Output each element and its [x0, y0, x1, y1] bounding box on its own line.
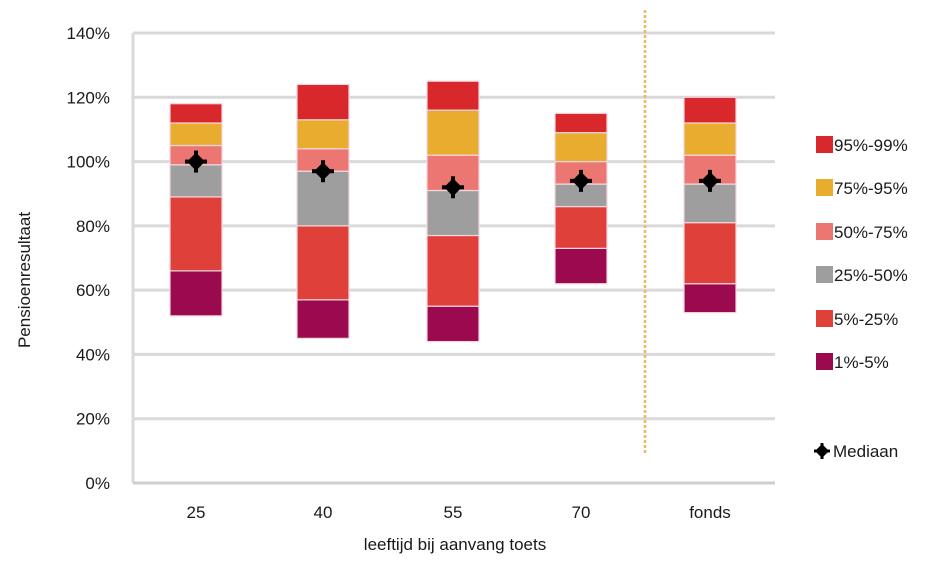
bar-segment-5-25 — [683, 222, 737, 285]
y-tick-label: 20% — [76, 410, 110, 429]
x-axis-title: leeftijd bij aanvang toets — [364, 535, 546, 554]
bar-segment-1-5 — [169, 270, 223, 317]
legend-swatch — [816, 136, 833, 153]
legend-label: 95%-99% — [834, 136, 908, 155]
axes — [131, 10, 775, 485]
bar-segment-5-25 — [296, 225, 350, 301]
bar-segment-1-5 — [426, 305, 480, 343]
legend-label: 50%-75% — [834, 223, 908, 242]
median-markers — [185, 150, 721, 199]
bar-segment-75-95 — [296, 119, 350, 150]
legend-median-marker-h — [814, 449, 830, 453]
bar-segment-95-99 — [683, 96, 737, 124]
bar-segment-95-99 — [554, 112, 608, 134]
legend-swatch — [816, 353, 833, 370]
legend-swatch — [816, 266, 833, 283]
y-tick-label: 100% — [67, 153, 110, 172]
median-marker-h — [312, 169, 334, 174]
x-tick-label: 70 — [572, 503, 591, 522]
tick-labels: 0% 20% 40% 60% 80% 100% 120% 140% 25 40 55 70 fonds — [67, 24, 731, 522]
bar-segment-1-5 — [296, 299, 350, 339]
bar-segment-1-5 — [683, 283, 737, 314]
x-tick-label: 40 — [314, 503, 333, 522]
bar-segment-95-99 — [296, 83, 350, 121]
bar-segment-5-25 — [426, 234, 480, 307]
bar-segment-5-25 — [169, 196, 223, 272]
median-marker-h — [185, 159, 207, 164]
legend-label: 1%-5% — [834, 353, 889, 372]
legend-swatch — [816, 310, 833, 327]
y-tick-label: 120% — [67, 88, 110, 107]
y-axis-title: Pensioenresultaat — [15, 212, 34, 348]
y-tick-label: 40% — [76, 345, 110, 364]
median-marker-h — [699, 178, 721, 183]
y-tick-label: 0% — [85, 474, 110, 493]
bar-segment-5-25 — [554, 205, 608, 249]
x-tick-label: 55 — [444, 503, 463, 522]
y-tick-label: 60% — [76, 281, 110, 300]
bar-segment-1-5 — [554, 247, 608, 285]
bar-segment-75-95 — [169, 122, 223, 147]
median-marker-h — [442, 185, 464, 190]
x-tick-label: fonds — [689, 503, 731, 522]
legend-swatch — [816, 223, 833, 240]
legend-median-label: Mediaan — [833, 442, 898, 461]
y-tick-label: 140% — [67, 24, 110, 43]
legend: 95%-99% 75%-95% 50%-75% 25%-50% 5%-25% 1%-5% M… — [814, 136, 908, 461]
bar-segment-75-95 — [426, 109, 480, 156]
legend-label: 75%-95% — [834, 179, 908, 198]
y-tick-label: 80% — [76, 217, 110, 236]
bar-segment-75-95 — [554, 132, 608, 163]
bar-segment-95-99 — [426, 80, 480, 111]
bar-segment-95-99 — [169, 103, 223, 124]
legend-label: 5%-25% — [834, 310, 898, 329]
bar-segment-75-95 — [683, 122, 737, 156]
x-tick-label: 25 — [187, 503, 206, 522]
median-marker-h — [570, 178, 592, 183]
legend-label: 25%-50% — [834, 266, 908, 285]
bars — [169, 80, 737, 343]
legend-swatch — [816, 179, 833, 196]
